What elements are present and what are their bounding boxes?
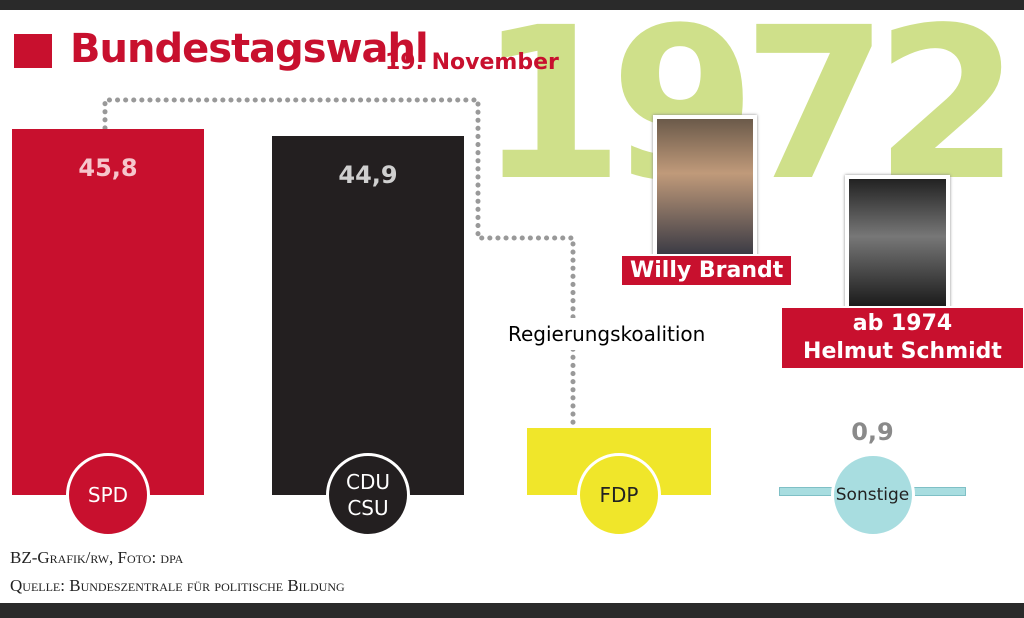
source-origin: Quelle: Bundeszentrale für politische Bi… xyxy=(10,576,345,595)
category-label: FDP xyxy=(577,453,661,537)
annotation-schmidt: ab 1974 Helmut Schmidt xyxy=(780,306,1024,370)
chart-title: Bundestagswahl xyxy=(70,26,429,72)
photo-schmidt xyxy=(845,175,950,311)
coalition-line xyxy=(102,97,576,428)
annotation-coalition: Regierungskoalition xyxy=(500,318,714,350)
chart-subtitle: 19. November xyxy=(385,50,559,75)
bar xyxy=(272,135,464,495)
category-label: Sonstige xyxy=(830,453,915,537)
bar xyxy=(12,128,204,495)
value-label: 44,9 xyxy=(338,160,398,189)
category-label: CDU CSU xyxy=(326,453,410,537)
annotation-brandt: Willy Brandt xyxy=(620,254,794,287)
bottom-bar xyxy=(0,603,1024,618)
source-credit: BZ-Grafik/rw, Foto: dpa xyxy=(10,548,184,567)
value-label: 0,9 xyxy=(851,417,894,446)
value-label: 45,8 xyxy=(78,153,138,182)
top-bar xyxy=(0,0,1024,10)
category-label: SPD xyxy=(66,453,150,537)
title-square xyxy=(14,34,52,68)
photo-brandt xyxy=(653,115,757,259)
